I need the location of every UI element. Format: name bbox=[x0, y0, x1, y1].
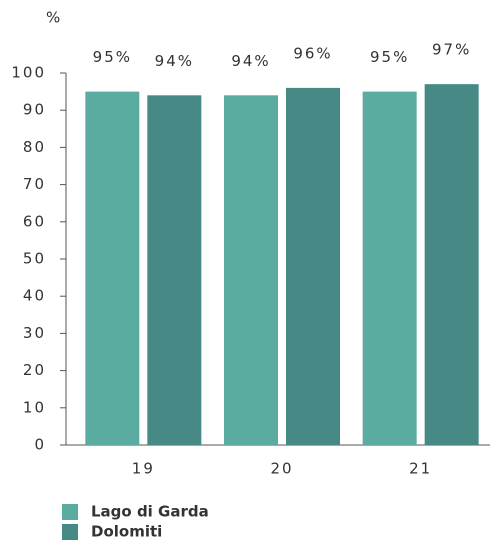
y-tick-label: 70 bbox=[23, 175, 46, 193]
x-tick-label: 19 bbox=[132, 460, 155, 478]
y-tick-label: 100 bbox=[11, 64, 46, 82]
y-axis-label: % bbox=[46, 9, 62, 27]
legend-label: Lago di Garda bbox=[91, 503, 209, 521]
value-label: 94% bbox=[155, 52, 194, 70]
legend-swatch bbox=[62, 524, 78, 540]
y-tick-label: 40 bbox=[23, 287, 46, 305]
value-label: 95% bbox=[93, 48, 132, 66]
bar bbox=[224, 95, 278, 445]
bar bbox=[286, 87, 340, 445]
y-tick-label: 20 bbox=[23, 361, 46, 379]
y-tick-label: 0 bbox=[34, 436, 46, 454]
y-tick-label: 80 bbox=[23, 138, 46, 156]
bar bbox=[85, 91, 140, 445]
bar bbox=[147, 95, 202, 445]
y-tick-label: 60 bbox=[23, 212, 46, 230]
x-tick-label: 21 bbox=[409, 460, 432, 478]
value-label: 96% bbox=[293, 44, 332, 62]
value-label: 95% bbox=[370, 48, 409, 66]
legend-label: Dolomiti bbox=[91, 523, 162, 541]
value-label: 97% bbox=[432, 41, 471, 59]
y-tick-label: 90 bbox=[23, 101, 46, 119]
y-tick-label: 50 bbox=[23, 250, 46, 268]
x-tick-label: 20 bbox=[270, 460, 293, 478]
y-tick-label: 10 bbox=[23, 398, 46, 416]
bar bbox=[424, 84, 479, 445]
y-tick-label: 30 bbox=[23, 324, 46, 342]
value-label: 94% bbox=[231, 52, 270, 70]
bar bbox=[362, 91, 417, 445]
legend-swatch bbox=[62, 504, 78, 520]
